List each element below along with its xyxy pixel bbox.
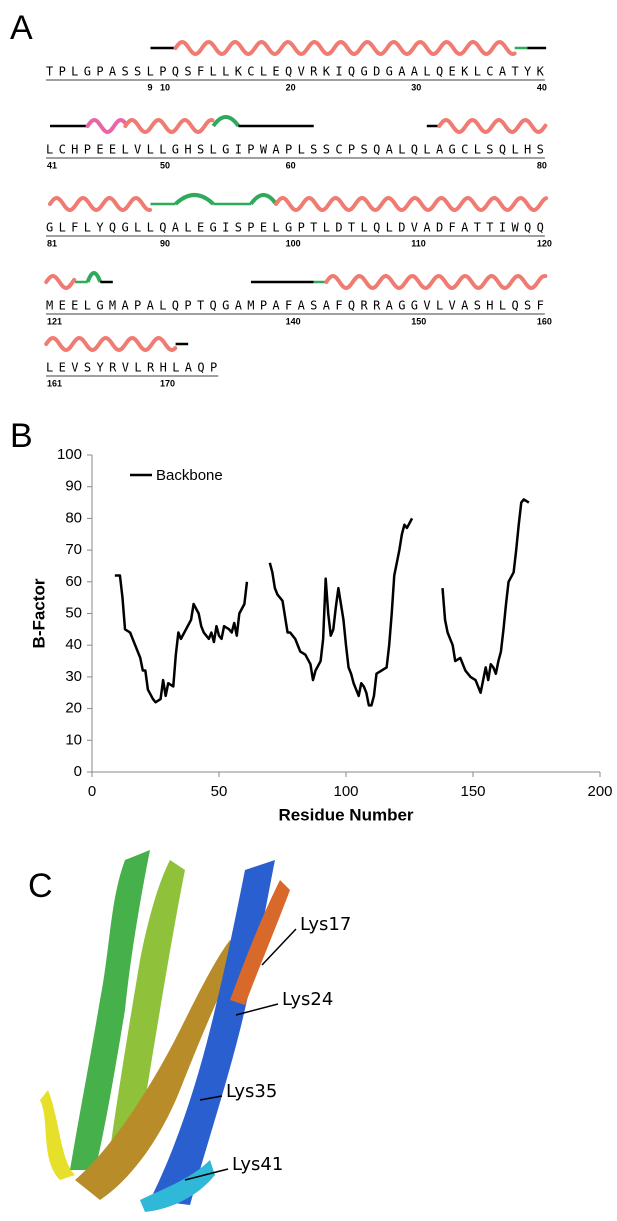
turn (174, 193, 215, 206)
helix (44, 274, 77, 291)
y-tick-label: 10 (65, 731, 82, 748)
residue-number: 90 (160, 238, 170, 248)
residue-number: 60 (286, 160, 296, 170)
residue-number: 121 (47, 316, 62, 326)
residue-number: 140 (286, 316, 301, 326)
panel-label: A (10, 9, 33, 47)
turn (85, 271, 103, 283)
x-tick-label: 100 (333, 783, 358, 800)
y-tick-label: 100 (57, 446, 82, 463)
y-tick-label: 30 (65, 668, 82, 685)
residue-sequence: LEVSYRVLRHLAQP (46, 361, 217, 375)
helix (44, 335, 178, 353)
y-tick-label: 40 (65, 636, 82, 653)
helix (437, 117, 548, 135)
residue-label: Lys24 (282, 989, 333, 1010)
residue-number: 50 (160, 160, 170, 170)
residue-number: 170 (160, 378, 175, 388)
residue-number: 80 (537, 160, 547, 170)
pointer (235, 1003, 279, 1016)
pointer (199, 1095, 223, 1101)
residue-number: 110 (411, 238, 426, 248)
y-tick-label: 60 (65, 573, 82, 590)
residue-sequence: GLFLYQGLLQALEGISPELGPTLDTLQLDVADFATTIWQQ (46, 221, 544, 235)
residue-number: 20 (286, 82, 296, 92)
x-tick-label: 150 (460, 783, 485, 800)
residue-number: 10 (160, 82, 170, 92)
panel-label: B (10, 417, 33, 455)
helix (48, 195, 152, 213)
residue-sequence: LCHPEELVLLGHSLGIPWAPLSSCPSQALQLAGCLSQLHS (46, 143, 544, 157)
residue-sequence: TPLGPASSLPQSFLLKCLEQVRKIQGDGAALQEKLCATYK (46, 65, 545, 79)
helix (123, 117, 215, 135)
residue-number: 161 (47, 378, 62, 388)
residue-sequence: MEELGMAPALQPTQGAMPAFASAFQRRAGGVLVASHLQSF (46, 299, 544, 313)
turn (249, 193, 278, 206)
legend-label: Backbone (156, 467, 223, 484)
y-tick-label: 20 (65, 700, 82, 717)
line-series (114, 498, 530, 707)
y-axis-title: B-Factor (29, 578, 48, 648)
y-tick-label: 0 (74, 763, 82, 780)
y-tick-label: 90 (65, 478, 82, 495)
residue-number: 150 (411, 316, 426, 326)
residue-label: Lys41 (232, 1154, 283, 1175)
helix (324, 273, 548, 291)
residue-number: 41 (47, 160, 57, 170)
residue-number: 100 (286, 238, 301, 248)
panel-label: C (28, 867, 53, 905)
residue-number: 9 (147, 82, 152, 92)
pointer (261, 928, 297, 966)
residue-label: Lys35 (226, 1081, 277, 1102)
y-tick-label: 70 (65, 541, 82, 558)
helix (173, 39, 517, 57)
x-tick-label: 0 (88, 783, 96, 800)
protein-structure (40, 850, 290, 1212)
residue-number: 120 (537, 238, 552, 248)
residue-label: Lys17 (300, 914, 351, 935)
x-axis-title: Residue Number (278, 805, 413, 824)
residue-number: 40 (537, 82, 547, 92)
y-tick-label: 50 (65, 604, 82, 621)
residue-number: 160 (537, 316, 552, 326)
helix (274, 195, 549, 213)
x-tick-label: 50 (211, 783, 228, 800)
residue-number: 30 (411, 82, 421, 92)
pointer (184, 1168, 229, 1181)
x-tick-label: 200 (587, 783, 612, 800)
residue-number: 81 (47, 238, 57, 248)
y-tick-label: 80 (65, 509, 82, 526)
helix (85, 117, 127, 135)
turn (211, 115, 241, 128)
